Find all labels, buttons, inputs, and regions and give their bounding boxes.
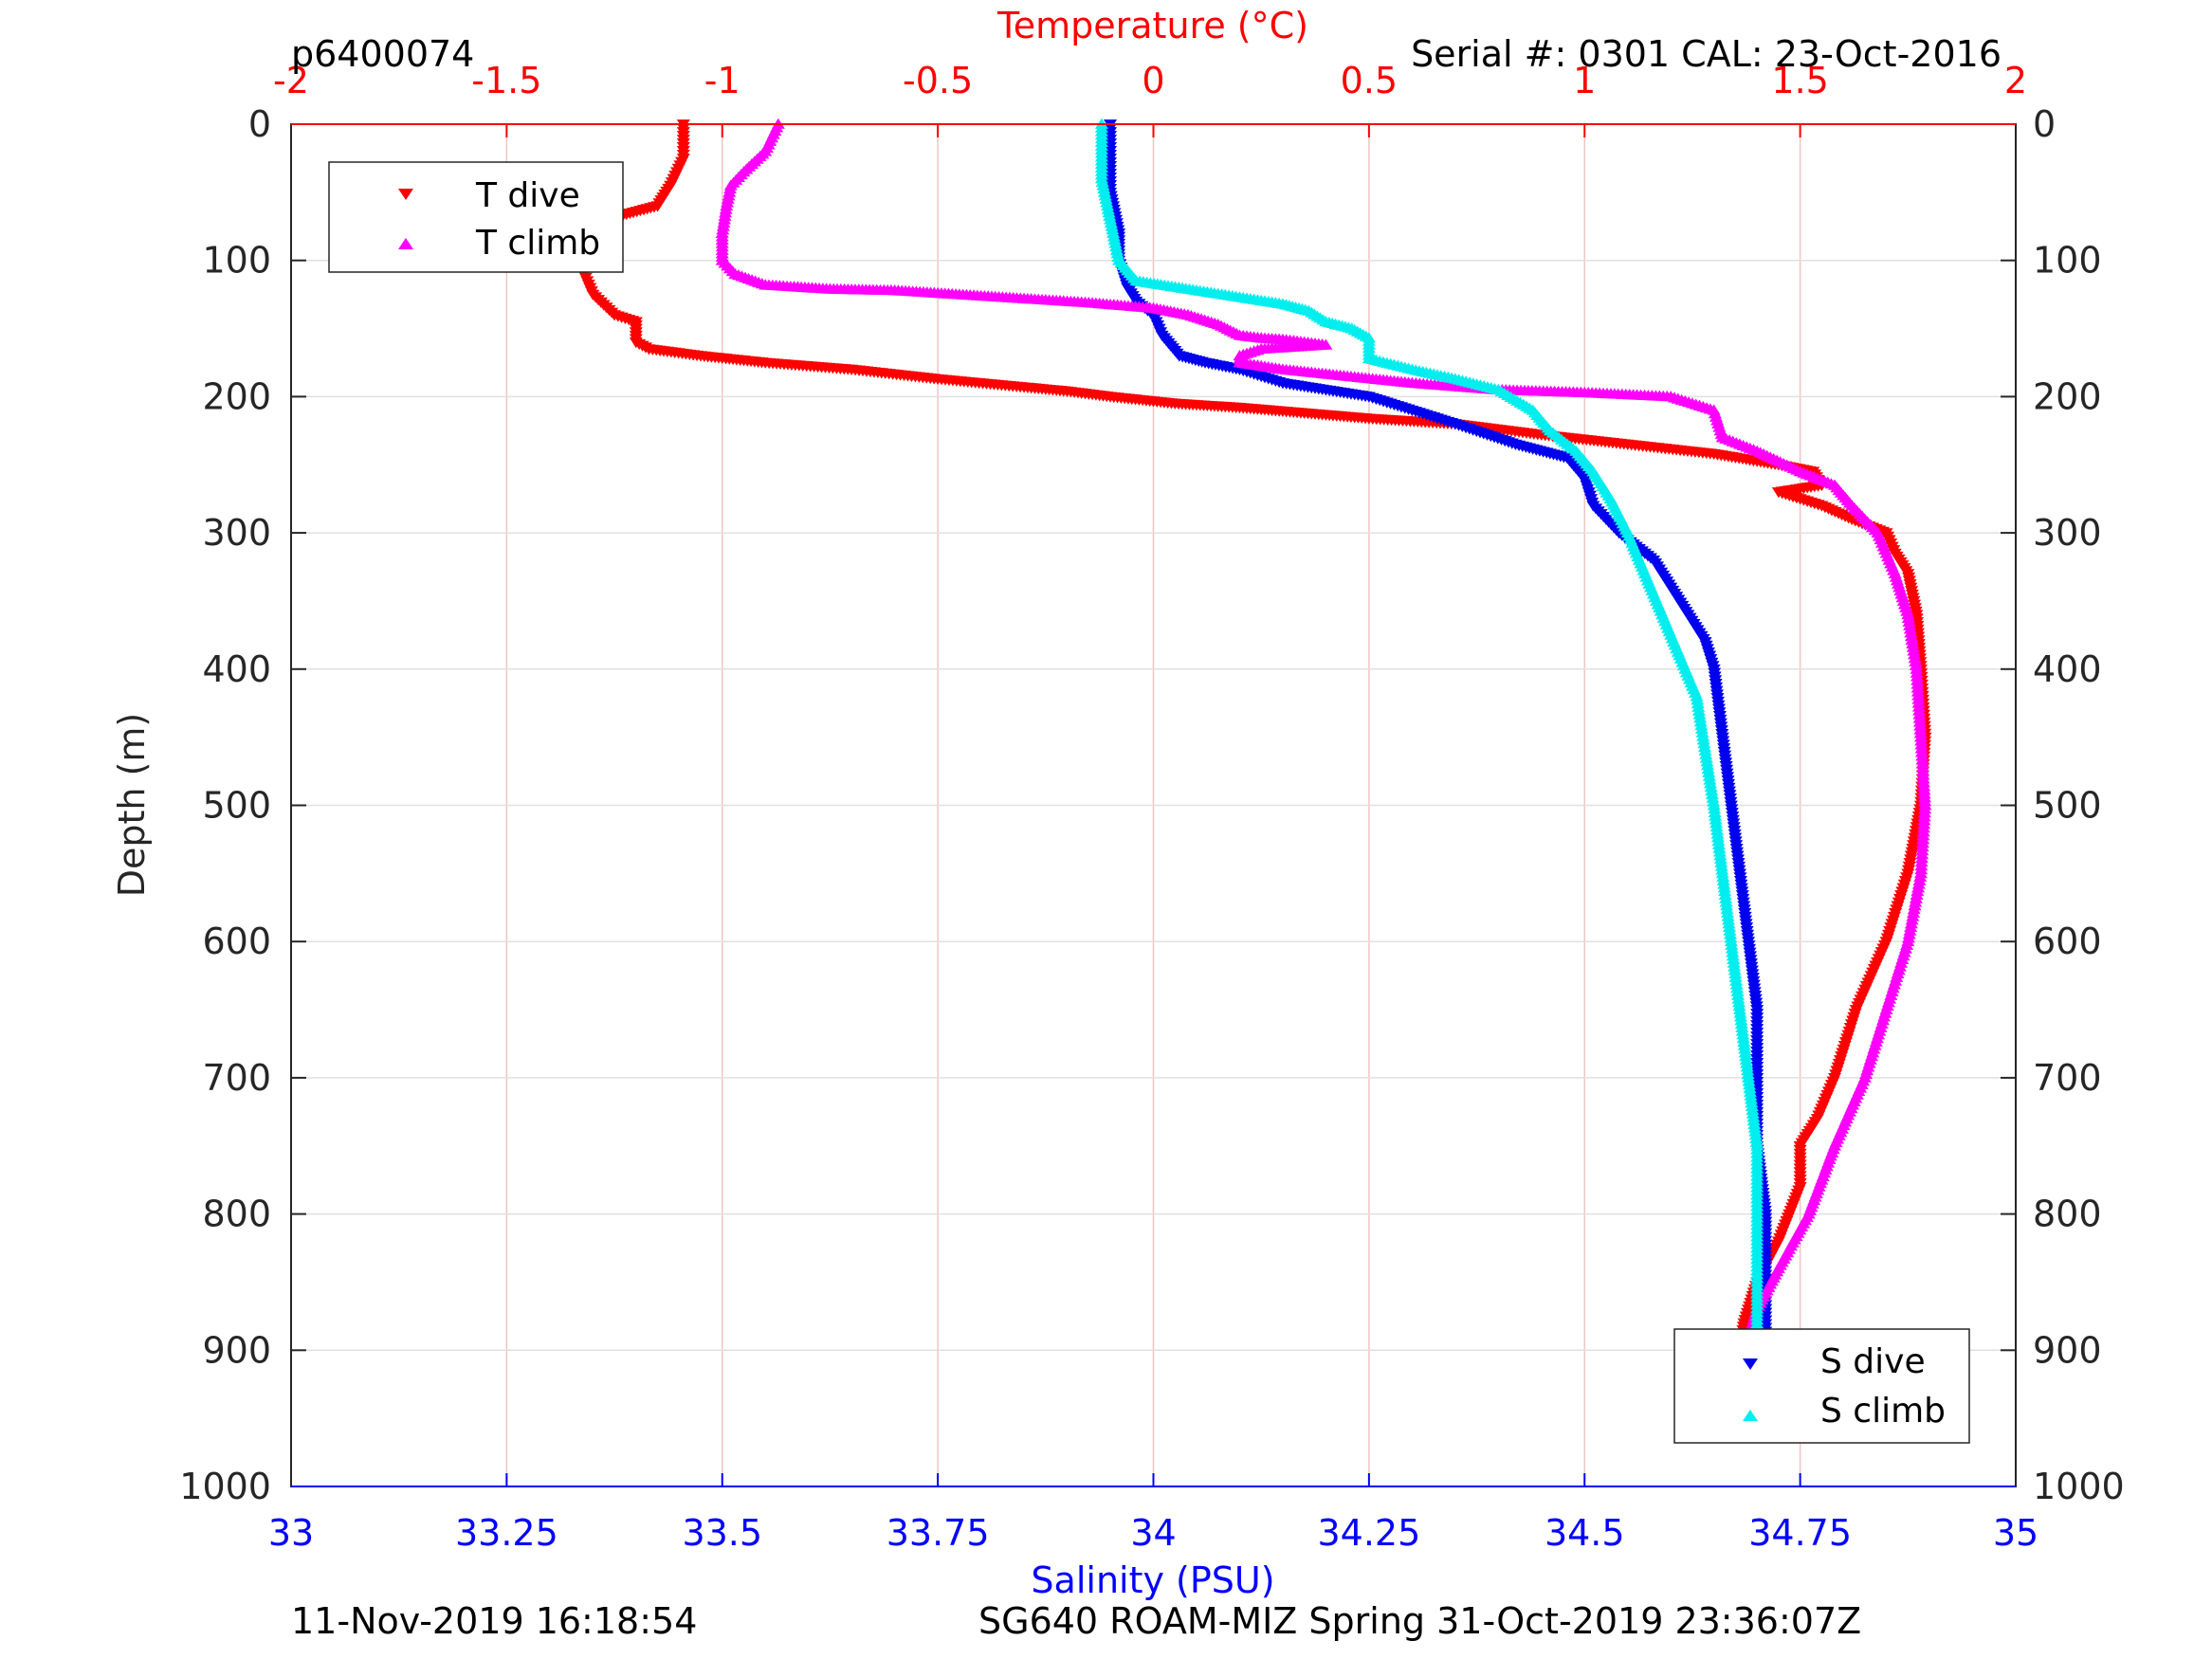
- profile-id: p6400074: [291, 33, 474, 75]
- legend-s-dive-label: S dive: [1820, 1342, 1926, 1381]
- left-tick-label: 300: [202, 512, 271, 554]
- top-tick-label: 1: [1573, 60, 1596, 101]
- right-tick-label: 400: [2033, 648, 2102, 690]
- bottom-tick-label: 34: [1130, 1512, 1176, 1554]
- y-axis-title: Depth (m): [111, 713, 153, 898]
- right-tick-label: 1000: [2033, 1466, 2125, 1507]
- bottom-axis-title: Salinity (PSU): [1031, 1559, 1274, 1601]
- top-tick-label: -2: [273, 60, 309, 101]
- tick-labels: -2 -1.5 -1 -0.5 0 0.5 1 1.5 2 33 33.25 33.5 33.75 34 3…: [179, 60, 2124, 1554]
- right-tick-label: 600: [2033, 921, 2102, 962]
- legend-s-climb-label: S climb: [1820, 1392, 1946, 1431]
- legend-salinity: S dive S climb: [1673, 1328, 1970, 1444]
- bottom-tick-label: 35: [1993, 1512, 2038, 1554]
- left-tick-label: 700: [202, 1057, 271, 1099]
- top-tick-label: -1: [704, 60, 740, 101]
- legend-t-dive-marker: [398, 189, 413, 200]
- left-tick-label: 800: [202, 1194, 271, 1235]
- left-tick-label: 0: [248, 103, 271, 145]
- right-tick-label: 0: [2033, 103, 2056, 145]
- legend-s-dive-marker: [1743, 1358, 1758, 1370]
- right-tick-label: 900: [2033, 1329, 2102, 1371]
- bottom-tick-label: 33.25: [455, 1512, 558, 1554]
- left-tick-label: 200: [202, 375, 271, 417]
- footer-right: SG640 ROAM-MIZ Spring 31-Oct-2019 23:36:…: [978, 1600, 1861, 1642]
- bottom-tick-label: 33.5: [682, 1512, 762, 1554]
- top-tick-label: 0: [1142, 60, 1164, 101]
- right-tick-label: 800: [2033, 1194, 2102, 1235]
- footer-left: 11-Nov-2019 16:18:54: [291, 1600, 697, 1642]
- series-layer: [577, 118, 1932, 1421]
- top-tick-label: -0.5: [903, 60, 973, 101]
- top-tick-label: 2: [2004, 60, 2027, 101]
- right-tick-label: 700: [2033, 1057, 2102, 1099]
- left-tick-label: 500: [202, 785, 271, 827]
- legend-t-climb-marker: [398, 238, 413, 249]
- right-tick-label: 300: [2033, 512, 2102, 554]
- serial-cal: Serial #: 0301 CAL: 23-Oct-2016: [1411, 33, 2002, 75]
- legend-temperature: T dive T climb: [328, 161, 624, 273]
- legend-temperature-box: [328, 161, 624, 273]
- bottom-tick-label: 33.75: [887, 1512, 990, 1554]
- legend-t-climb-label: T climb: [475, 224, 600, 263]
- legend-t-dive-label: T dive: [475, 176, 580, 215]
- bottom-tick-label: 34.25: [1317, 1512, 1420, 1554]
- left-tick-label: 400: [202, 648, 271, 690]
- right-tick-label: 100: [2033, 240, 2102, 282]
- bottom-tick-label: 34.75: [1748, 1512, 1852, 1554]
- top-axis-title: Temperature (°C): [996, 5, 1308, 46]
- series-t-climb: [715, 118, 1932, 1396]
- left-tick-label: 600: [202, 921, 271, 962]
- top-tick-label: 1.5: [1771, 60, 1828, 101]
- left-tick-label: 1000: [179, 1466, 271, 1507]
- bottom-tick-label: 34.5: [1545, 1512, 1625, 1554]
- top-tick-label: 0.5: [1341, 60, 1398, 101]
- right-tick-label: 200: [2033, 375, 2102, 417]
- bottom-tick-label: 33: [268, 1512, 314, 1554]
- top-tick-label: -1.5: [471, 60, 541, 101]
- right-tick-label: 500: [2033, 785, 2102, 827]
- left-tick-label: 100: [202, 240, 271, 282]
- legend-salinity-box: [1673, 1328, 1970, 1444]
- legend-s-climb-marker: [1743, 1410, 1758, 1421]
- left-tick-label: 900: [202, 1329, 271, 1371]
